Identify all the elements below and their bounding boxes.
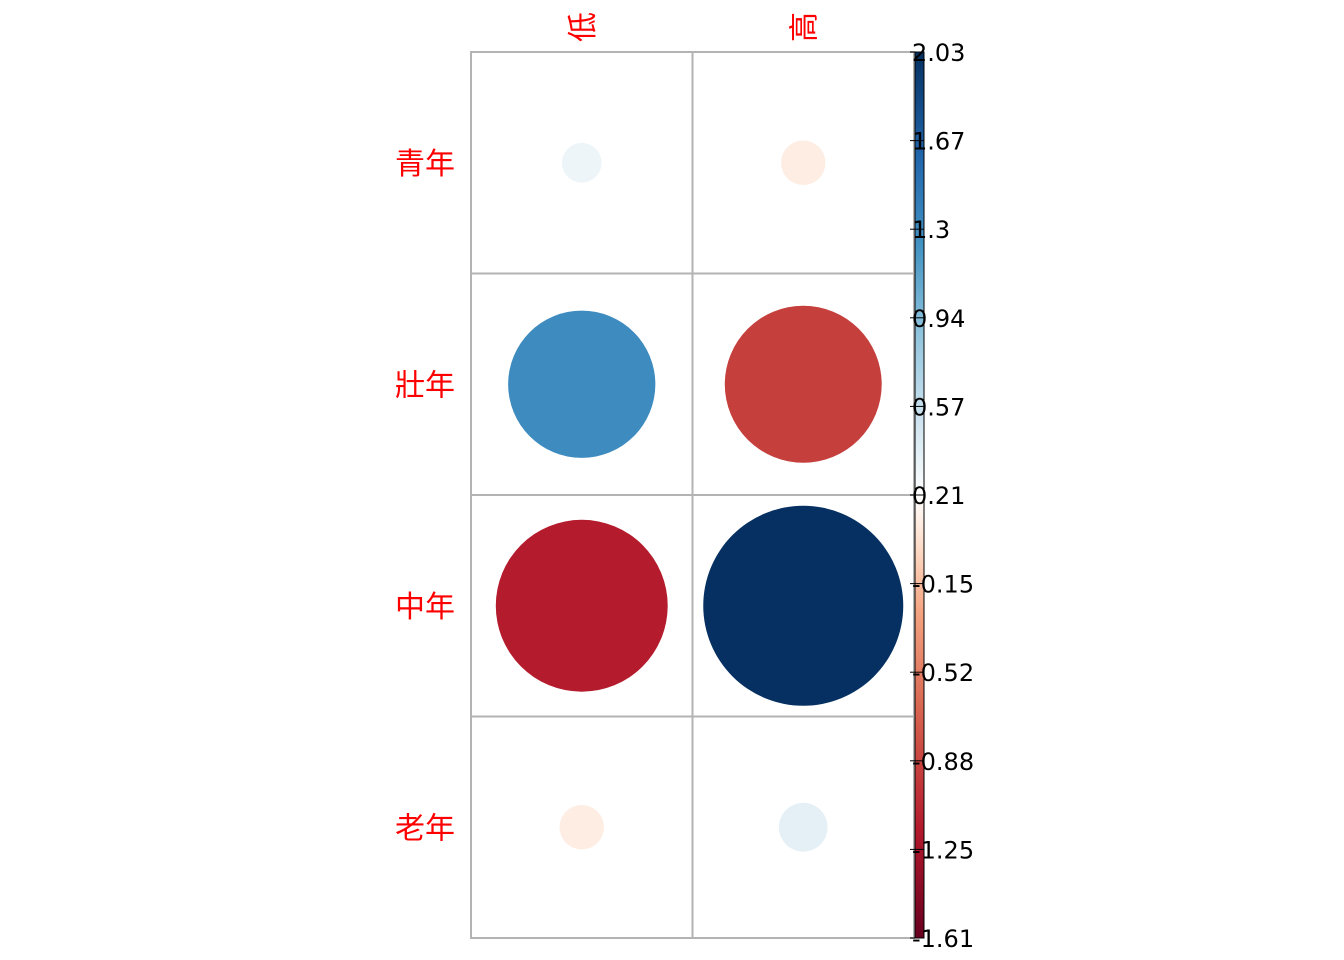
colorbar-tick-label: 2.03 — [912, 39, 965, 67]
row-label: 中年 — [395, 590, 455, 625]
colorbar-tick-label: 0.94 — [912, 305, 965, 333]
value-circle — [508, 310, 656, 458]
colorbar-tick-label: 0.57 — [912, 393, 965, 421]
colorbar-tick-label: 1.67 — [912, 128, 965, 156]
colorbar-ticks: -1.61 -1.25 -0.88 -0.52 -0.15 0.21 0.57 0.94 1.3… — [910, 39, 974, 953]
value-circle — [703, 505, 904, 706]
colorbar-tick-label: -1.25 — [912, 836, 974, 864]
matrix-circles — [495, 140, 904, 852]
colorbar-tick-label: -0.88 — [912, 748, 974, 776]
colorbar-tick-label: -0.52 — [912, 659, 974, 687]
value-circle — [559, 805, 604, 850]
value-circle — [561, 142, 602, 183]
colorbar-tick-label: 1.3 — [912, 216, 950, 244]
matrix-cells — [470, 51, 915, 939]
colorbar-tick-label: 0.21 — [912, 482, 965, 510]
column-label: 低 — [566, 12, 601, 42]
colorbar-tick-label: -0.15 — [912, 571, 974, 599]
row-label: 青年 — [395, 147, 455, 182]
column-labels: 低高 — [566, 12, 823, 42]
value-circle — [724, 305, 882, 463]
value-circle — [781, 140, 826, 185]
value-circle — [495, 519, 668, 692]
row-label: 壯年 — [395, 368, 455, 403]
row-label: 老年 — [395, 811, 455, 846]
value-circle — [778, 802, 828, 852]
column-label: 高 — [787, 12, 822, 42]
colorbar-tick-label: -1.61 — [912, 925, 974, 953]
